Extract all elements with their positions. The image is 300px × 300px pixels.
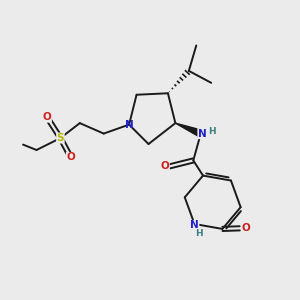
Text: S: S [57,133,64,143]
Text: N: N [198,129,207,139]
Text: N: N [125,120,134,130]
Text: O: O [67,152,75,163]
Text: N: N [190,220,199,230]
Text: O: O [242,223,251,233]
Text: O: O [43,112,51,122]
Text: O: O [160,161,169,171]
Text: H: H [208,127,216,136]
Polygon shape [176,123,202,137]
Text: H: H [195,229,203,238]
